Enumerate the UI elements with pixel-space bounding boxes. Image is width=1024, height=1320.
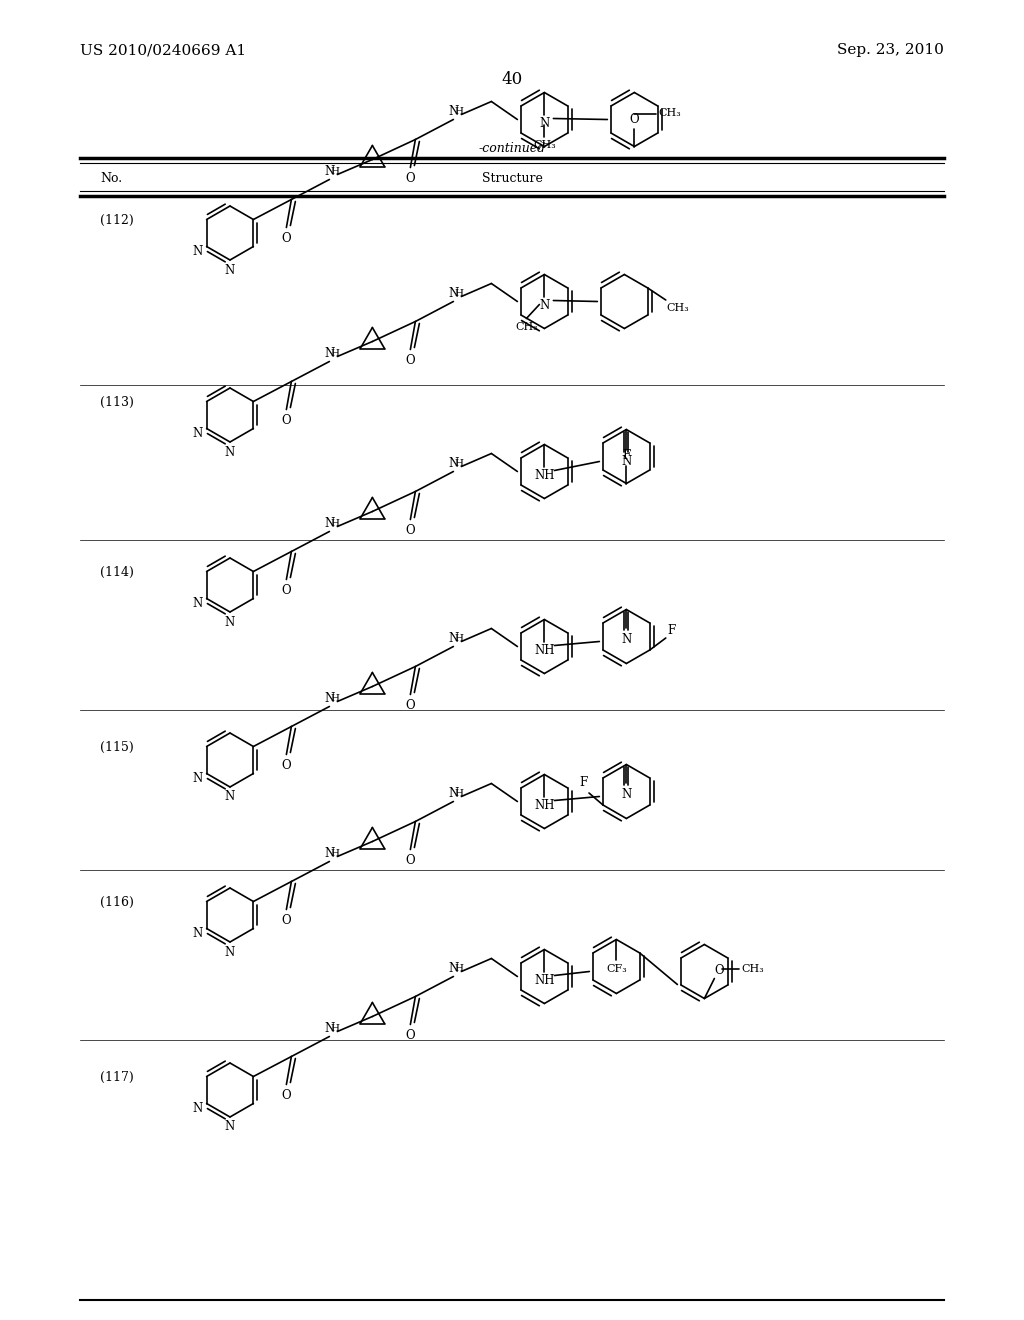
Text: N: N bbox=[540, 300, 550, 312]
Text: H: H bbox=[455, 107, 464, 116]
Text: (114): (114) bbox=[100, 565, 134, 578]
Text: -continued: -continued bbox=[478, 141, 546, 154]
Text: N: N bbox=[193, 426, 203, 440]
Text: (117): (117) bbox=[100, 1071, 134, 1084]
Text: (112): (112) bbox=[100, 214, 134, 227]
Text: H: H bbox=[331, 694, 340, 704]
Text: H: H bbox=[331, 168, 340, 176]
Text: H: H bbox=[455, 789, 464, 799]
Text: O: O bbox=[282, 1089, 291, 1102]
Text: O: O bbox=[282, 913, 291, 927]
Text: N: N bbox=[622, 455, 632, 469]
Text: N: N bbox=[449, 457, 459, 470]
Text: H: H bbox=[331, 1024, 340, 1034]
Text: Structure: Structure bbox=[481, 172, 543, 185]
Text: N: N bbox=[325, 165, 335, 178]
Text: H: H bbox=[455, 634, 464, 643]
Text: N: N bbox=[325, 847, 335, 861]
Text: H: H bbox=[331, 519, 340, 528]
Text: H: H bbox=[331, 849, 340, 858]
Text: N: N bbox=[225, 446, 236, 458]
Text: N: N bbox=[225, 791, 236, 804]
Text: N: N bbox=[449, 632, 459, 645]
Text: N: N bbox=[193, 927, 203, 940]
Text: US 2010/0240669 A1: US 2010/0240669 A1 bbox=[80, 44, 246, 57]
Text: N: N bbox=[449, 106, 459, 117]
Text: N: N bbox=[622, 788, 632, 801]
Text: O: O bbox=[406, 524, 415, 537]
Text: N: N bbox=[449, 286, 459, 300]
Text: 40: 40 bbox=[502, 71, 522, 88]
Text: O: O bbox=[715, 964, 724, 977]
Text: H: H bbox=[455, 289, 464, 298]
Text: H: H bbox=[455, 964, 464, 973]
Text: Sep. 23, 2010: Sep. 23, 2010 bbox=[838, 44, 944, 57]
Text: N: N bbox=[193, 772, 203, 785]
Text: N: N bbox=[193, 1102, 203, 1115]
Text: NH: NH bbox=[535, 644, 555, 657]
Text: N: N bbox=[325, 347, 335, 360]
Text: CH₃: CH₃ bbox=[534, 140, 556, 149]
Text: O: O bbox=[406, 354, 415, 367]
Text: N: N bbox=[193, 597, 203, 610]
Text: NH: NH bbox=[535, 469, 555, 482]
Text: N: N bbox=[225, 615, 236, 628]
Text: O: O bbox=[282, 759, 291, 772]
Text: H: H bbox=[455, 459, 464, 469]
Text: CH₃: CH₃ bbox=[515, 322, 538, 331]
Text: N: N bbox=[449, 962, 459, 975]
Text: NH: NH bbox=[535, 799, 555, 812]
Text: O: O bbox=[282, 232, 291, 246]
Text: O: O bbox=[406, 1030, 415, 1041]
Text: N: N bbox=[622, 634, 632, 645]
Text: (113): (113) bbox=[100, 396, 134, 408]
Text: N: N bbox=[225, 1121, 236, 1134]
Text: O: O bbox=[630, 114, 639, 125]
Text: F: F bbox=[579, 776, 587, 789]
Text: F: F bbox=[623, 449, 631, 462]
Text: CF₃: CF₃ bbox=[606, 965, 627, 974]
Text: F: F bbox=[668, 623, 676, 636]
Text: N: N bbox=[325, 692, 335, 705]
Text: N: N bbox=[193, 246, 203, 257]
Text: N: N bbox=[225, 264, 236, 276]
Text: (116): (116) bbox=[100, 895, 134, 908]
Text: No.: No. bbox=[100, 172, 122, 185]
Text: NH: NH bbox=[535, 974, 555, 987]
Text: H: H bbox=[331, 348, 340, 358]
Text: N: N bbox=[325, 517, 335, 531]
Text: CH₃: CH₃ bbox=[658, 108, 681, 119]
Text: N: N bbox=[225, 945, 236, 958]
Text: N: N bbox=[325, 1022, 335, 1035]
Text: N: N bbox=[540, 117, 550, 129]
Text: CH₃: CH₃ bbox=[667, 304, 689, 313]
Text: O: O bbox=[282, 414, 291, 426]
Text: O: O bbox=[406, 700, 415, 711]
Text: O: O bbox=[406, 854, 415, 867]
Text: CH₃: CH₃ bbox=[741, 964, 764, 974]
Text: N: N bbox=[449, 787, 459, 800]
Text: (115): (115) bbox=[100, 741, 134, 754]
Text: O: O bbox=[406, 172, 415, 185]
Text: O: O bbox=[282, 583, 291, 597]
